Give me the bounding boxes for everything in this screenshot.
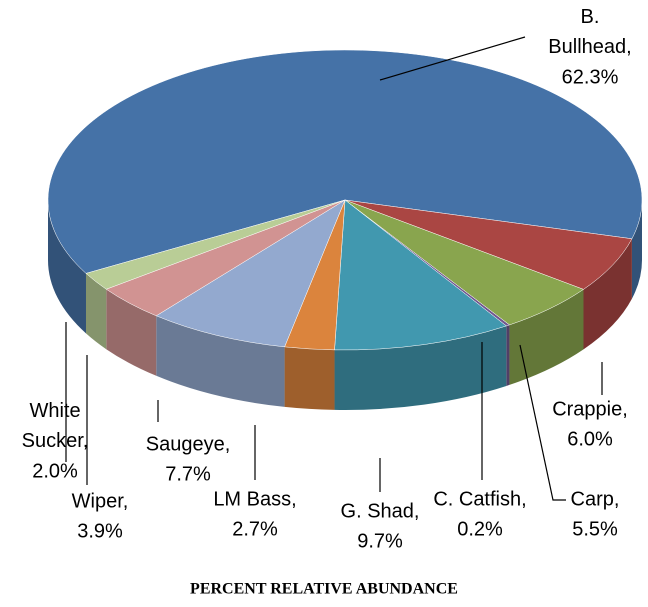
data-label-name: C. Catfish, <box>433 488 526 510</box>
leader-line <box>519 344 566 501</box>
slice-side <box>509 289 584 385</box>
data-label-name: White Sucker, <box>22 400 89 452</box>
data-label-value: 5.5% <box>572 518 618 540</box>
slice-side <box>85 273 107 350</box>
data-label-value: 62.3% <box>562 66 619 88</box>
data-label-value: 0.2% <box>457 518 503 540</box>
slice-side <box>48 200 86 334</box>
slice-side <box>506 324 510 386</box>
slice <box>47 49 643 274</box>
data-label-name: G. Shad, <box>341 500 420 522</box>
slice-side <box>106 289 157 376</box>
chart-title: PERCENT RELATIVE ABUNDANCE <box>190 581 458 598</box>
slice-side <box>583 238 632 350</box>
slice <box>155 199 346 348</box>
slice-side <box>631 200 642 299</box>
data-label-value: 7.7% <box>165 463 211 485</box>
slice <box>85 199 346 290</box>
slice-side <box>284 346 335 410</box>
data-label-name: Wiper, <box>72 490 129 512</box>
slice-side <box>156 315 285 407</box>
data-label-name: Carp, <box>571 488 620 510</box>
data-label-name: B. Bullhead, <box>548 6 631 58</box>
data-label-value: 3.9% <box>77 520 123 542</box>
data-label-value: 2.0% <box>32 460 78 482</box>
data-label-value: 9.7% <box>357 530 403 552</box>
data-label-name: Crappie, <box>552 398 628 420</box>
slice-side <box>334 325 507 410</box>
leader-line <box>379 36 526 81</box>
data-label-value: 2.7% <box>232 518 278 540</box>
slice <box>334 199 507 351</box>
data-label-value: 6.0% <box>567 428 613 450</box>
data-label-name: Saugeye, <box>146 433 231 455</box>
data-label-name: LM Bass, <box>213 488 296 510</box>
